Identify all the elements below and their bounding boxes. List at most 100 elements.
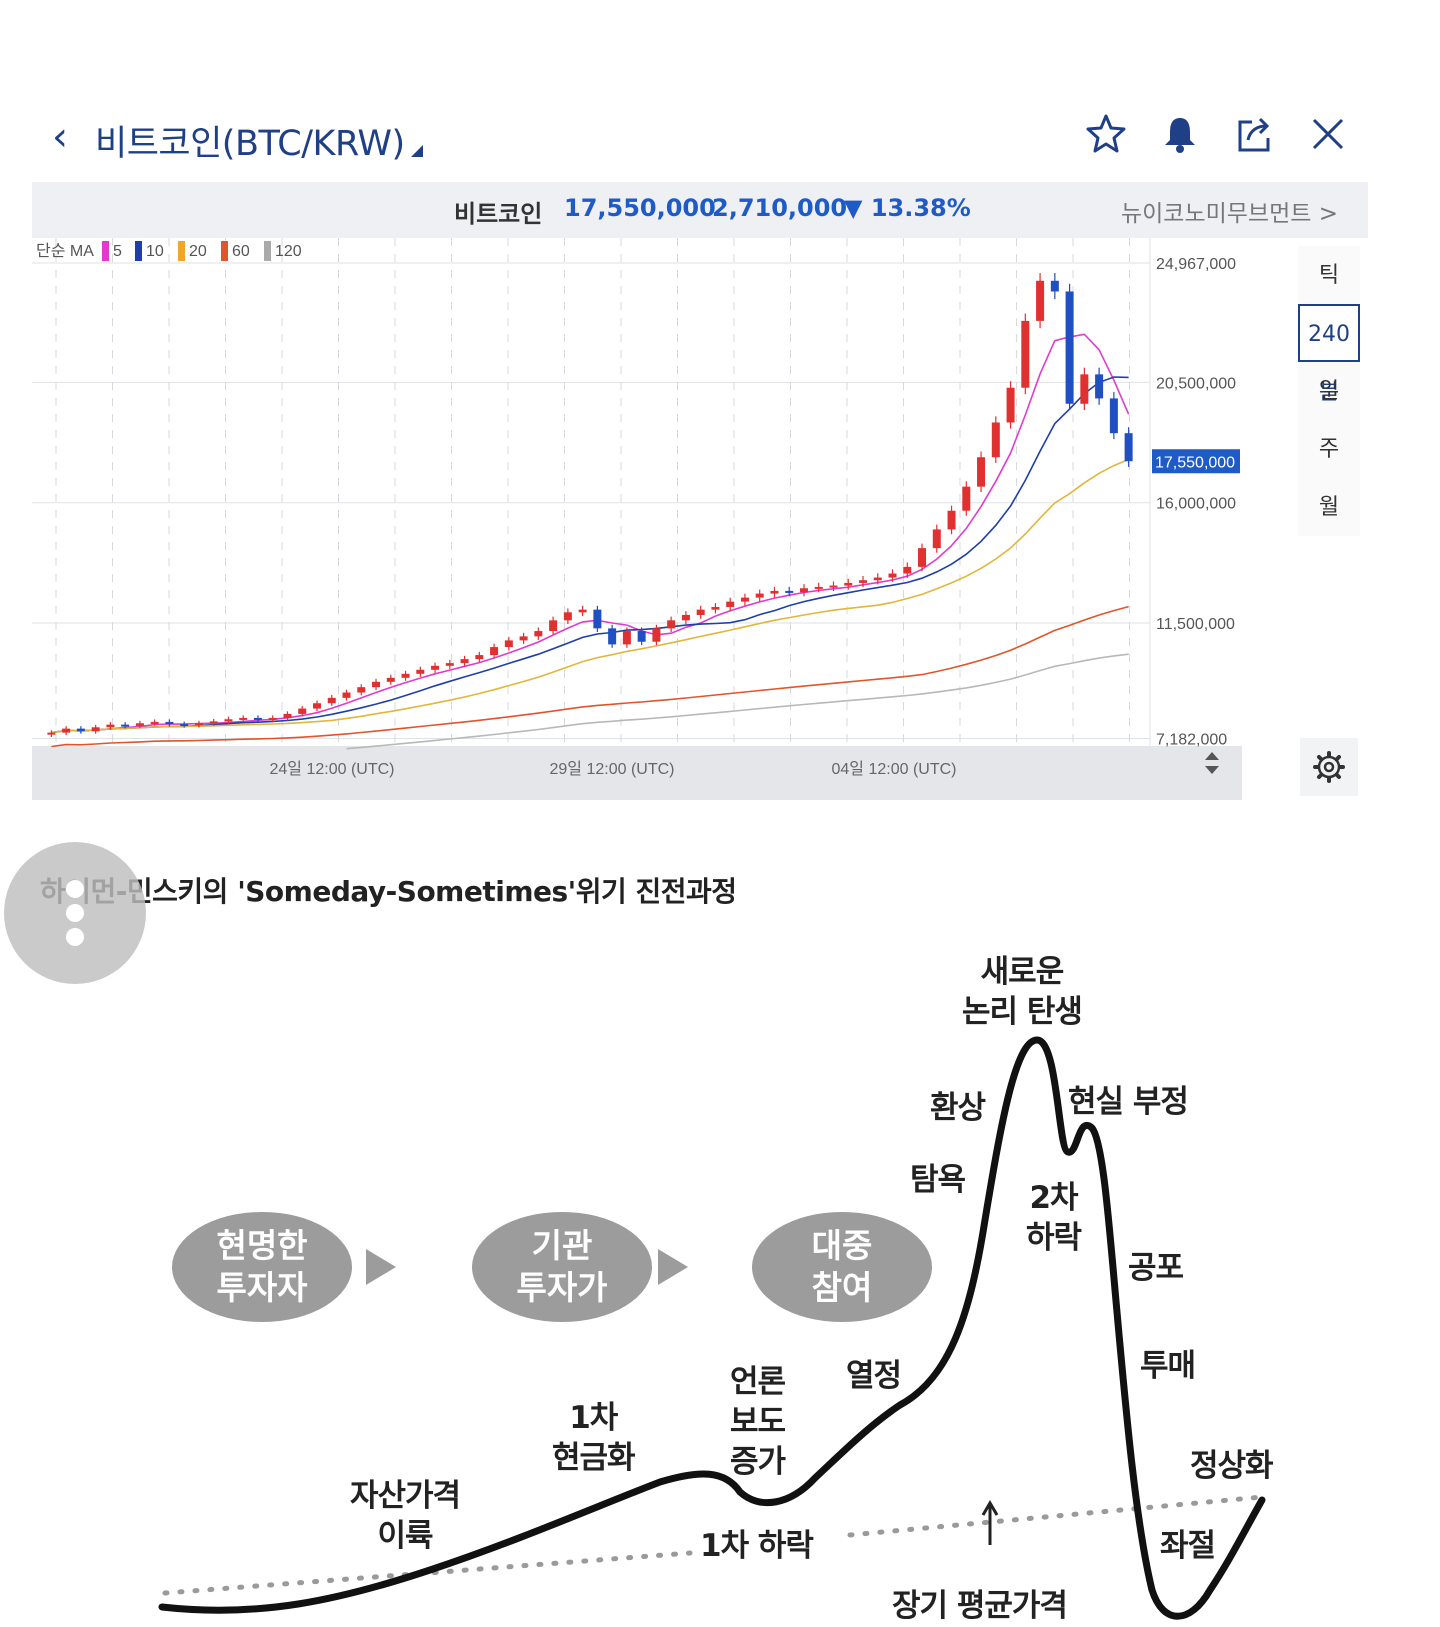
candle-body: [76, 728, 85, 732]
candle-body: [150, 721, 159, 724]
candle-body: [681, 614, 690, 621]
ma-legend-period: 60: [232, 243, 250, 260]
news-link[interactable]: 뉴이코노미무브먼트 >: [1120, 201, 1338, 227]
candle-body: [121, 724, 130, 727]
candle-body: [445, 663, 454, 666]
candle-body: [416, 669, 425, 674]
menu-dot: [66, 904, 84, 922]
ma-legend-swatch: [264, 241, 271, 261]
settings-button[interactable]: [1300, 738, 1358, 796]
label-euphoria: 환상: [930, 1090, 986, 1126]
candle-body: [327, 697, 336, 704]
candle-body: [1065, 291, 1074, 404]
candle-body: [165, 721, 174, 725]
change-rate: ▼ 13.38%: [844, 194, 971, 222]
price-chart[interactable]: 24,967,000 20,500,000 16,000,000 11,500,000…: [32, 238, 1288, 800]
y-tick-label: 20,500,000: [1156, 375, 1236, 392]
x-tick-label: 04일 12:00 (UTC): [832, 760, 957, 778]
ma-legend-swatch: [221, 241, 228, 261]
label-fear: 공포: [1128, 1250, 1184, 1286]
star-icon[interactable]: [1084, 112, 1128, 156]
candle-body: [1095, 374, 1104, 399]
share-icon[interactable]: [1232, 112, 1276, 156]
arrow-right-icon: [366, 1249, 396, 1285]
candle-body: [239, 717, 248, 720]
label-new-paradigm: 새로운 논리 탄생: [962, 952, 1083, 1032]
label-take-off: 자산가격 이륙: [350, 1476, 461, 1556]
ma-legend-swatch: [135, 241, 142, 261]
label-despair: 좌절: [1160, 1528, 1216, 1564]
tab-week[interactable]: 주: [1318, 437, 1340, 462]
candle-body: [844, 582, 853, 586]
dropdown-caret-icon: [410, 145, 423, 157]
candle-body: [431, 665, 440, 670]
candle-body: [740, 597, 749, 602]
candle-body: [829, 585, 838, 588]
candle-body: [1021, 320, 1030, 388]
coin-name: 비트코인: [454, 200, 543, 228]
candle-body: [1006, 387, 1015, 423]
change-rate-value: 13.38%: [870, 194, 971, 222]
candle-body: [194, 723, 203, 726]
ma-line-20: [51, 458, 1129, 734]
floating-menu-button[interactable]: [4, 842, 146, 984]
candle-body: [622, 631, 631, 645]
label-line: 증가: [730, 1444, 786, 1480]
candle-body: [180, 724, 189, 727]
candle-body: [1050, 280, 1059, 292]
label-greed: 탐욕: [910, 1162, 966, 1198]
candle-body: [903, 566, 912, 574]
menu-dot: [66, 880, 84, 898]
candle-body: [637, 631, 646, 642]
tab-day[interactable]: 일: [1318, 379, 1340, 404]
label-line: 하락: [1026, 1220, 1082, 1256]
tab-month[interactable]: 월: [1318, 495, 1340, 520]
stage-label: 참여: [811, 1268, 873, 1307]
candle-body: [593, 609, 602, 629]
candle-body: [667, 620, 676, 629]
label-line: 2차: [1029, 1180, 1078, 1216]
tab-tick[interactable]: 틱: [1318, 263, 1340, 288]
candle-body: [859, 580, 867, 583]
candle-body: [696, 609, 705, 615]
label-line: 이륙: [377, 1518, 434, 1554]
candle-body: [652, 628, 661, 642]
candle-body: [91, 727, 100, 732]
candle-body: [1109, 398, 1118, 434]
candle-body: [534, 631, 543, 637]
title-text: 비트코인(BTC/KRW): [95, 124, 405, 164]
candle-body: [313, 703, 321, 709]
ma-legend-period: 10: [146, 243, 164, 260]
candle-body: [1124, 433, 1133, 462]
minsky-bubble-curve: [158, 1036, 1266, 1620]
x-tick-label: 24일 12:00 (UTC): [270, 760, 395, 778]
label-first-cash: 1차 현금화: [552, 1398, 636, 1478]
candle-body: [932, 529, 941, 549]
tab-240min[interactable]: 240분: [1298, 304, 1360, 405]
candle-body: [135, 723, 144, 726]
label-media-coverage: 언론 보도 증가: [730, 1362, 786, 1482]
stage-label: 투자자: [216, 1268, 308, 1307]
chevron-left-icon[interactable]: ‹: [52, 114, 68, 160]
page-title[interactable]: 비트코인(BTC/KRW): [95, 115, 423, 166]
close-icon[interactable]: [1306, 112, 1350, 156]
candle-body: [608, 628, 617, 645]
plot-background: [32, 238, 1288, 800]
candle-body: [888, 573, 897, 578]
candle-body: [475, 655, 484, 660]
candle-body: [947, 510, 956, 530]
x-tick-label: 29일 12:00 (UTC): [550, 760, 675, 778]
bell-icon[interactable]: [1158, 112, 1202, 156]
candle-body: [357, 687, 366, 693]
candlestick-chart[interactable]: 24,967,000 20,500,000 16,000,000 11,500,000…: [32, 238, 1288, 800]
stage-public-participation: 대중 참여: [752, 1212, 932, 1322]
candle-body: [106, 724, 115, 728]
price-bar: 비트코인 17,550,000 2,710,000 ▼ 13.38% 뉴이코노미…: [32, 182, 1368, 238]
stage-label: 투자가: [516, 1268, 608, 1307]
ma-legend-label: 단순 MA: [36, 242, 94, 260]
arrow-right-icon: [658, 1249, 688, 1285]
candle-body: [755, 593, 764, 598]
ma-line-5: [51, 333, 1130, 734]
candle-body: [711, 606, 720, 610]
